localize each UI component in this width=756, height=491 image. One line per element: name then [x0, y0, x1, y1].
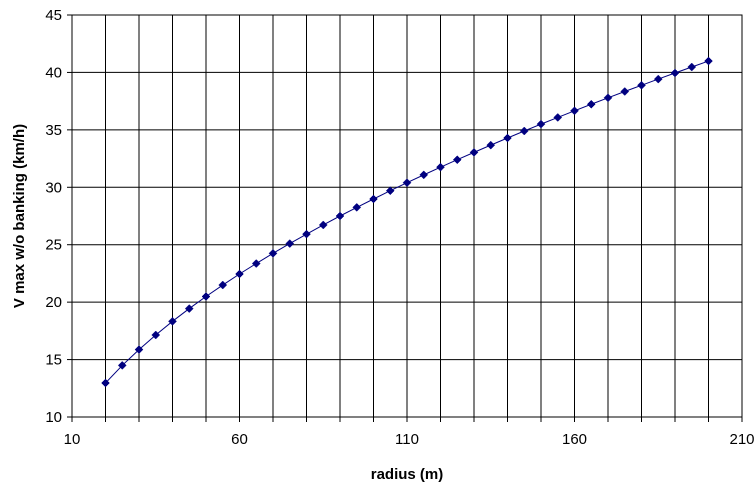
data-point: [620, 87, 630, 96]
data-point: [452, 155, 462, 165]
data-point: [469, 148, 479, 157]
data-point: [385, 186, 395, 196]
data-point: [503, 133, 512, 143]
data-point: [687, 62, 697, 72]
y-tick-label: 35: [45, 122, 62, 139]
y-tick-label: 10: [45, 409, 62, 426]
data-point: [570, 106, 579, 116]
x-tick-label: 210: [729, 431, 754, 448]
series-layer: [101, 56, 713, 388]
axes: [67, 14, 743, 422]
data-point: [184, 304, 194, 313]
data-point: [268, 248, 278, 258]
data-point: [235, 269, 244, 279]
data-point: [402, 178, 412, 188]
data-point: [603, 93, 613, 103]
data-point: [436, 162, 445, 172]
y-axis-title: V max w/o banking (km/h): [11, 124, 28, 308]
y-tick-label: 25: [45, 237, 62, 254]
y-tick-label: 15: [45, 352, 62, 369]
data-point: [486, 140, 496, 150]
y-tick-label: 45: [45, 7, 62, 24]
data-point: [335, 211, 345, 221]
x-axis-title: radius (m): [371, 466, 444, 483]
data-point: [168, 316, 177, 326]
data-point: [670, 68, 680, 78]
tick-labels: 10 60 110 160 210 10 15 20 25 30 35 40 45: [45, 7, 754, 448]
data-point: [134, 345, 144, 354]
y-tick-label: 40: [45, 64, 62, 81]
data-point: [318, 220, 328, 230]
x-tick-label: 160: [562, 431, 587, 448]
data-point: [653, 74, 663, 84]
data-point: [553, 113, 563, 122]
data-point: [586, 99, 596, 109]
data-point: [536, 119, 546, 129]
data-point: [369, 194, 378, 204]
data-point: [419, 170, 429, 180]
data-point: [117, 361, 127, 370]
grid: [71, 14, 743, 418]
y-tick-label: 20: [45, 294, 62, 311]
data-point: [302, 229, 311, 239]
x-tick-label: 60: [231, 431, 248, 448]
data-point: [218, 280, 228, 290]
data-point: [519, 126, 529, 136]
data-point: [251, 259, 261, 268]
y-tick-label: 30: [45, 179, 62, 196]
data-point: [101, 378, 110, 388]
data-point: [352, 203, 362, 212]
data-point: [637, 80, 646, 90]
data-point: [704, 56, 713, 66]
data-point: [201, 292, 211, 301]
data-point: [285, 239, 295, 248]
x-tick-label: 110: [395, 431, 419, 448]
data-point: [151, 330, 161, 340]
x-tick-label: 10: [64, 431, 81, 448]
